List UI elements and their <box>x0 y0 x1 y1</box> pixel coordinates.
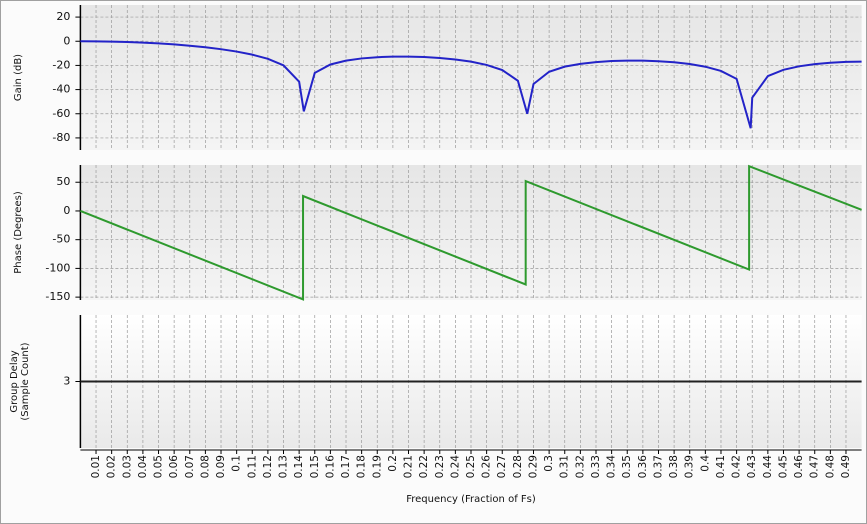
y-tick-label: 50 <box>56 175 70 188</box>
x-tick-label: 0.32 <box>574 455 586 478</box>
y-tick-label: -40 <box>52 83 70 96</box>
x-tick-label: 0.31 <box>559 455 571 478</box>
y-tick-label: 20 <box>56 10 70 23</box>
x-tick-label: 0.14 <box>293 455 305 479</box>
x-tick-label: 0.06 <box>168 455 180 479</box>
x-tick-label: 0.43 <box>746 455 758 478</box>
x-tick-label: 0.3 <box>543 455 555 472</box>
data-line <box>80 164 862 301</box>
x-tick-label: 0.44 <box>762 455 774 479</box>
x-tick-label: 0.09 <box>215 455 227 478</box>
data-line <box>80 40 862 129</box>
x-tick-label: 0.04 <box>137 455 149 479</box>
x-tick-label: 0.48 <box>824 455 836 478</box>
x-tick-label: 0.16 <box>324 455 336 479</box>
x-tick-label: 0.47 <box>809 455 821 478</box>
x-tick-label: 0.17 <box>340 455 352 478</box>
x-tick-label: 0.2 <box>387 455 399 472</box>
x-tick-label: 0.23 <box>434 455 446 478</box>
y-tick-label: -100 <box>45 261 70 274</box>
x-tick-label: 0.29 <box>527 455 539 478</box>
x-tick-label: 0.21 <box>403 455 415 478</box>
x-tick-label: 0.33 <box>590 455 602 478</box>
x-tick-label: 0.13 <box>278 455 290 478</box>
x-tick-label: 0.36 <box>637 455 649 479</box>
y-tick-label: -60 <box>52 107 70 120</box>
y-axis-label: Group Delay <box>9 350 20 412</box>
x-tick-label: 0.46 <box>793 455 805 479</box>
x-tick-label: 0.19 <box>371 455 383 478</box>
x-tick-label: 0.02 <box>106 455 118 478</box>
x-tick-label: 0.4 <box>699 455 711 472</box>
x-tick-label: 0.26 <box>481 455 493 479</box>
y-axis-label: Phase (Degrees) <box>13 191 24 274</box>
x-tick-label: 0.22 <box>418 455 430 478</box>
x-tick-label: 0.15 <box>309 455 321 478</box>
x-tick-label: 0.41 <box>715 455 727 478</box>
x-tick-label: 0.34 <box>606 455 618 479</box>
x-tick-label: 0.35 <box>621 455 633 478</box>
x-tick-label: 0.07 <box>184 455 196 478</box>
x-tick-label: 0.01 <box>90 455 102 478</box>
x-tick-label: 0.45 <box>777 455 789 478</box>
x-tick-label: 0.05 <box>153 455 165 478</box>
x-tick-label: 0.49 <box>840 455 852 478</box>
y-tick-label: -20 <box>52 58 70 71</box>
y-tick-label: -50 <box>52 233 70 246</box>
x-axis-label: Frequency (Fraction of Fs) <box>406 494 536 505</box>
y-axis-label: Gain (dB) <box>13 54 24 101</box>
x-tick-label: 0.25 <box>465 455 477 478</box>
x-tick-label: 0.18 <box>356 455 368 478</box>
y-tick-label: 0 <box>63 34 70 47</box>
x-tick-label: 0.37 <box>652 455 664 478</box>
y-axis-label: (Sample Count) <box>20 342 31 420</box>
x-tick-label: 0.08 <box>199 455 211 478</box>
x-tick-label: 0.1 <box>231 455 243 472</box>
x-tick-label: 0.38 <box>668 455 680 478</box>
y-tick-label: 0 <box>63 204 70 217</box>
x-tick-label: 0.11 <box>246 455 258 478</box>
x-tick-label: 0.27 <box>496 455 508 478</box>
x-tick-label: 0.24 <box>449 455 461 479</box>
y-tick-label: -80 <box>52 131 70 144</box>
x-tick-label: 0.12 <box>262 455 274 478</box>
x-tick-label: 0.42 <box>731 455 743 478</box>
y-tick-label: -150 <box>45 290 70 303</box>
x-tick-label: 0.28 <box>512 455 524 478</box>
x-tick-label: 0.03 <box>121 455 133 478</box>
x-tick-label: 0.39 <box>684 455 696 478</box>
y-tick-label: 3 <box>63 375 70 388</box>
